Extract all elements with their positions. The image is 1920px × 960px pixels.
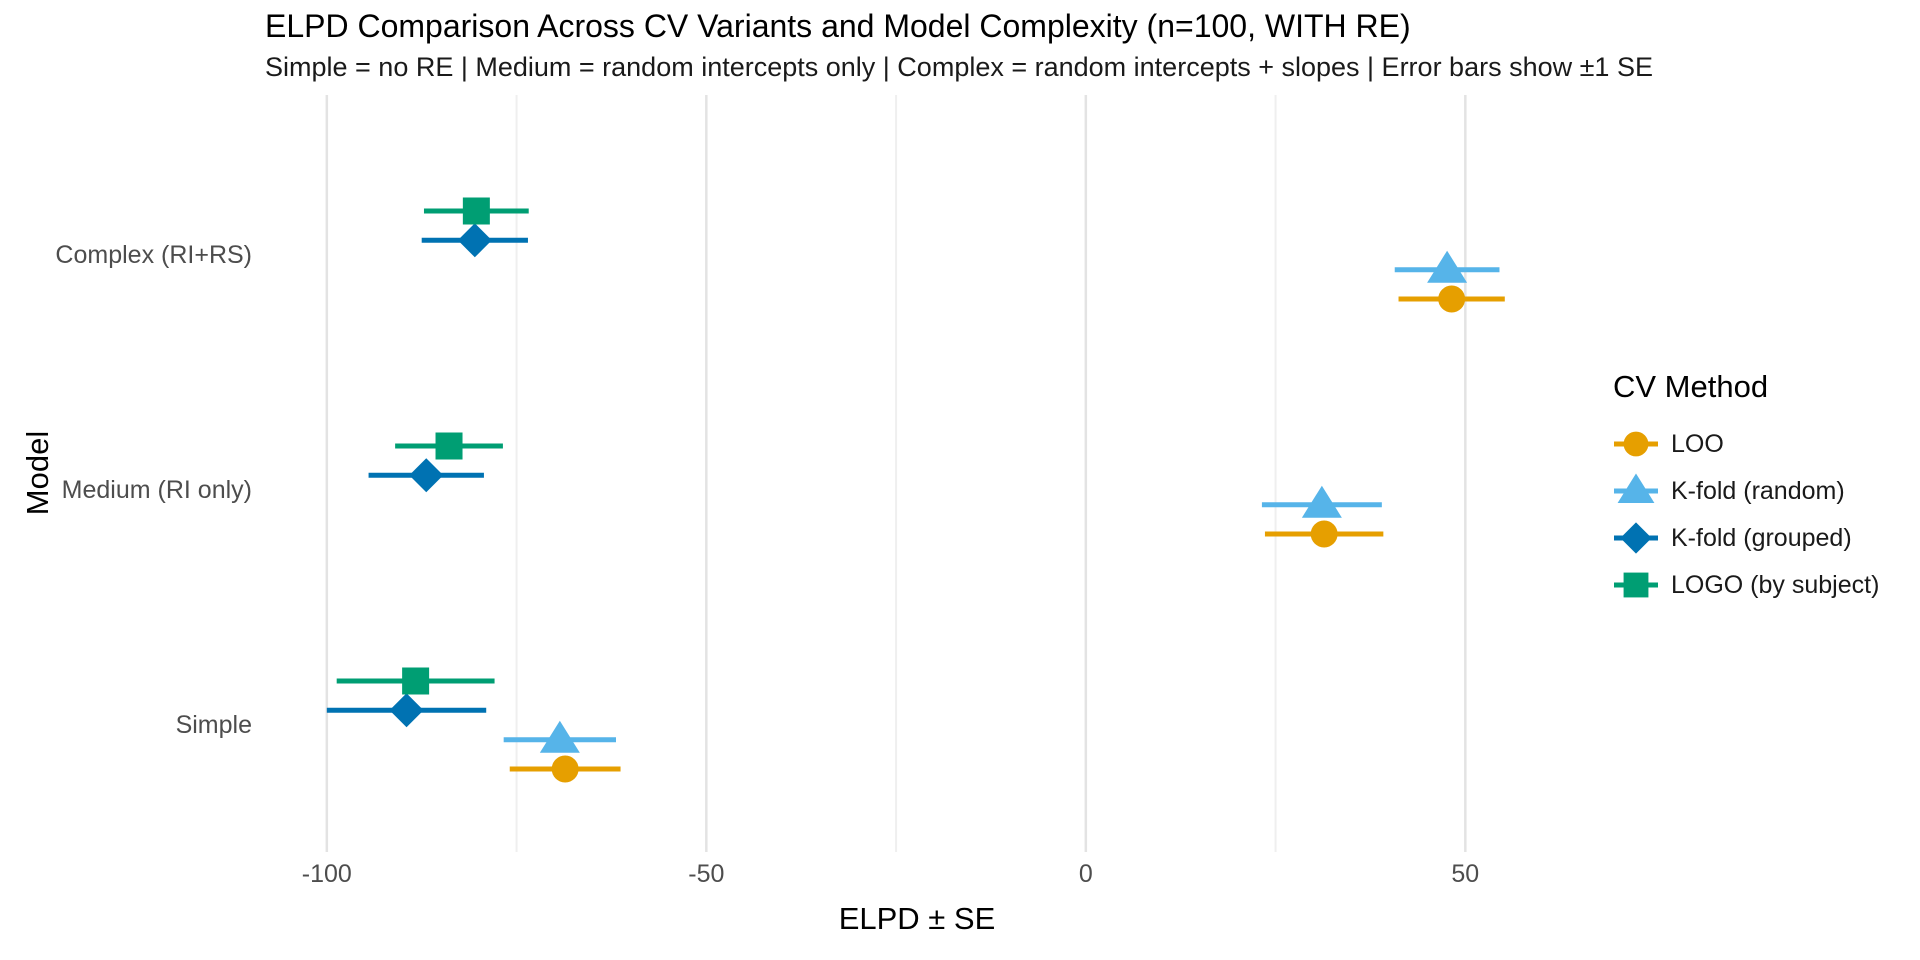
legend-item: LOO xyxy=(1613,424,1879,464)
square-marker xyxy=(435,432,463,460)
triangle-marker xyxy=(1301,485,1342,518)
chart-title: ELPD Comparison Across CV Variants and M… xyxy=(265,8,1411,44)
legend-items: LOO K-fold (random) K-fold (grouped) LOGO (… xyxy=(1613,424,1879,605)
diamond-marker xyxy=(389,693,424,728)
legend-title: CV Method xyxy=(1613,369,1769,404)
y-category-label: Medium (RI only) xyxy=(62,476,252,504)
legend-item: K-fold (grouped) xyxy=(1613,518,1879,558)
square-marker xyxy=(402,667,430,695)
triangle-marker xyxy=(1427,250,1468,283)
legend-key-circle-icon xyxy=(1614,431,1658,457)
legend-item-label: K-fold (random) xyxy=(1671,476,1845,505)
legend-item-label: K-fold (grouped) xyxy=(1671,523,1852,552)
legend-item-label: LOGO (by subject) xyxy=(1671,570,1880,599)
x-axis-title: ELPD ± SE xyxy=(838,901,996,936)
legend-item-label: LOO xyxy=(1671,429,1724,458)
diamond-marker xyxy=(457,223,492,258)
circle-marker xyxy=(1623,431,1649,457)
legend-key-diamond-icon xyxy=(1614,522,1658,554)
legend: CV Method LOO K-fold (random) K-fold (grou… xyxy=(1613,370,1879,605)
legend-item: LOGO (by subject) xyxy=(1613,565,1879,605)
square-marker xyxy=(1623,572,1649,598)
circle-marker xyxy=(1310,520,1338,548)
triangle-marker xyxy=(539,720,580,753)
legend-item: K-fold (random) xyxy=(1613,471,1879,511)
chart-subtitle: Simple = no RE | Medium = random interce… xyxy=(265,52,1653,82)
y-axis-title: Model xyxy=(20,430,55,516)
diamond-marker xyxy=(1620,522,1652,554)
diamond-marker xyxy=(409,458,444,493)
x-tick-label: -50 xyxy=(688,860,724,888)
y-category-label: Complex (RI+RS) xyxy=(55,241,252,269)
triangle-marker xyxy=(1617,473,1655,503)
x-tick-label: 50 xyxy=(1451,860,1479,888)
circle-marker xyxy=(551,755,579,783)
circle-marker xyxy=(1438,285,1466,313)
y-category-label: Simple xyxy=(176,711,252,739)
x-tick-label: -100 xyxy=(302,860,352,888)
legend-key-square-icon xyxy=(1614,572,1658,598)
x-tick-label: 0 xyxy=(1079,860,1093,888)
legend-key-triangle-icon xyxy=(1614,473,1658,503)
square-marker xyxy=(462,197,490,225)
